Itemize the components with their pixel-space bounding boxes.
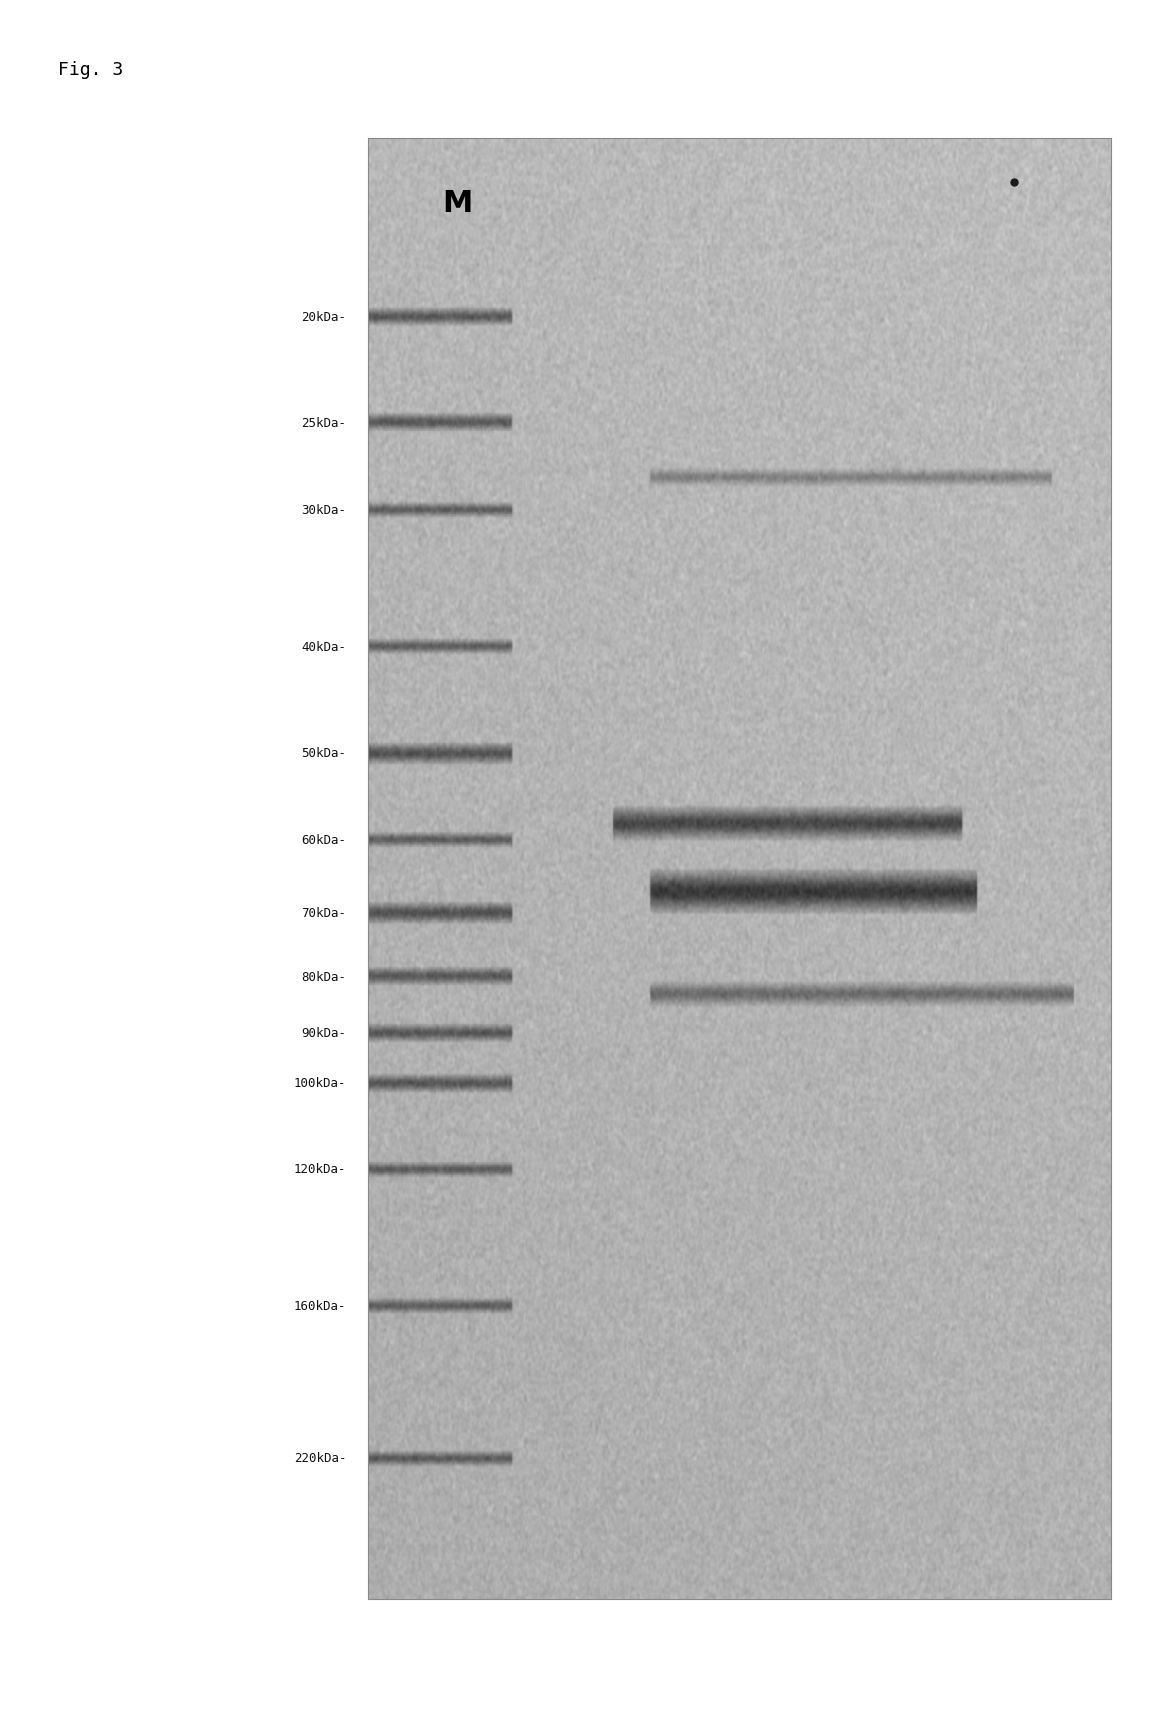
Text: 80kDa-: 80kDa- <box>302 970 346 984</box>
Text: 160kDa-: 160kDa- <box>293 1300 346 1314</box>
Text: M: M <box>442 190 472 218</box>
Text: 220kDa-: 220kDa- <box>293 1452 346 1464</box>
Text: 30kDa-: 30kDa- <box>302 505 346 517</box>
Text: Fig. 3: Fig. 3 <box>58 61 124 78</box>
Text: 100kDa-: 100kDa- <box>293 1077 346 1089</box>
Text: 40kDa-: 40kDa- <box>302 641 346 654</box>
Text: 20kDa-: 20kDa- <box>302 311 346 325</box>
Text: 25kDa-: 25kDa- <box>302 417 346 431</box>
Text: 60kDa-: 60kDa- <box>302 833 346 847</box>
Text: 120kDa-: 120kDa- <box>293 1164 346 1176</box>
Text: 90kDa-: 90kDa- <box>302 1027 346 1039</box>
Text: 70kDa-: 70kDa- <box>302 908 346 920</box>
Text: 50kDa-: 50kDa- <box>302 747 346 761</box>
